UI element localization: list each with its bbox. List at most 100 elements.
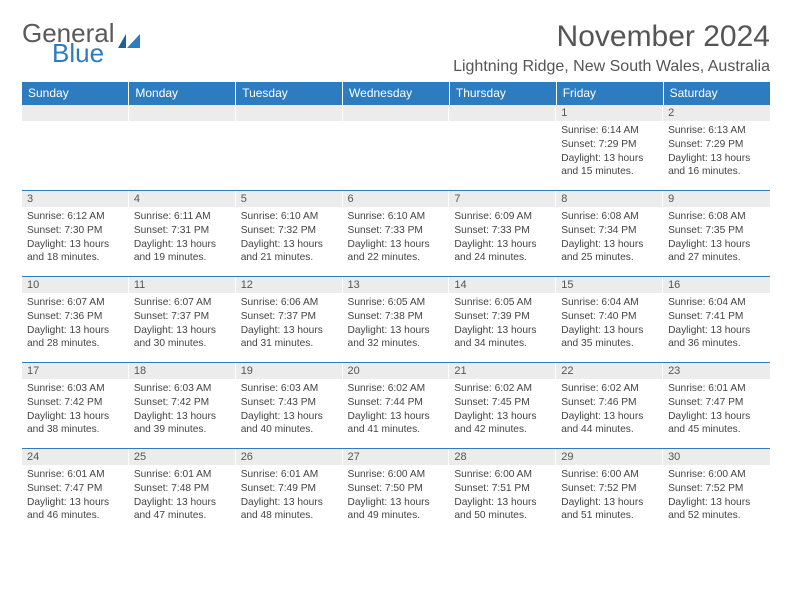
sunset-text: Sunset: 7:46 PM bbox=[561, 396, 658, 410]
sunrise-text: Sunrise: 6:09 AM bbox=[454, 210, 551, 224]
daylight-text: Daylight: 13 hours and 16 minutes. bbox=[668, 152, 765, 180]
sunrise-text: Sunrise: 6:04 AM bbox=[561, 296, 658, 310]
daylight-text: Daylight: 13 hours and 18 minutes. bbox=[27, 238, 124, 266]
daylight-text: Daylight: 13 hours and 52 minutes. bbox=[668, 496, 765, 524]
day-body bbox=[343, 121, 450, 181]
day-body bbox=[236, 121, 343, 181]
day-number bbox=[22, 105, 129, 121]
sunrise-text: Sunrise: 6:06 AM bbox=[241, 296, 338, 310]
sunset-text: Sunset: 7:45 PM bbox=[454, 396, 551, 410]
day-body: Sunrise: 6:04 AMSunset: 7:41 PMDaylight:… bbox=[663, 293, 770, 356]
daylight-text: Daylight: 13 hours and 30 minutes. bbox=[134, 324, 231, 352]
day-body: Sunrise: 6:10 AMSunset: 7:33 PMDaylight:… bbox=[343, 207, 450, 270]
day-body: Sunrise: 6:00 AMSunset: 7:52 PMDaylight:… bbox=[663, 465, 770, 528]
daylight-text: Daylight: 13 hours and 51 minutes. bbox=[561, 496, 658, 524]
sunrise-text: Sunrise: 6:10 AM bbox=[241, 210, 338, 224]
day-body: Sunrise: 6:11 AMSunset: 7:31 PMDaylight:… bbox=[129, 207, 236, 270]
sunrise-text: Sunrise: 6:00 AM bbox=[454, 468, 551, 482]
day-body: Sunrise: 6:14 AMSunset: 7:29 PMDaylight:… bbox=[556, 121, 663, 184]
day-number: 30 bbox=[663, 449, 770, 465]
sunset-text: Sunset: 7:35 PM bbox=[668, 224, 765, 238]
daylight-text: Daylight: 13 hours and 42 minutes. bbox=[454, 410, 551, 438]
daylight-text: Daylight: 13 hours and 15 minutes. bbox=[561, 152, 658, 180]
daylight-text: Daylight: 13 hours and 50 minutes. bbox=[454, 496, 551, 524]
day-number: 25 bbox=[129, 449, 236, 465]
sunrise-text: Sunrise: 6:12 AM bbox=[27, 210, 124, 224]
day-body: Sunrise: 6:02 AMSunset: 7:46 PMDaylight:… bbox=[556, 379, 663, 442]
day-number: 1 bbox=[556, 105, 663, 121]
location: Lightning Ridge, New South Wales, Austra… bbox=[453, 58, 770, 76]
sunrise-text: Sunrise: 6:08 AM bbox=[668, 210, 765, 224]
sunset-text: Sunset: 7:29 PM bbox=[668, 138, 765, 152]
day-number bbox=[236, 105, 343, 121]
day-number: 5 bbox=[236, 191, 343, 207]
day-number: 24 bbox=[22, 449, 129, 465]
calendar-cell bbox=[236, 105, 343, 191]
daylight-text: Daylight: 13 hours and 48 minutes. bbox=[241, 496, 338, 524]
sunrise-text: Sunrise: 6:02 AM bbox=[348, 382, 445, 396]
sunset-text: Sunset: 7:40 PM bbox=[561, 310, 658, 324]
day-body: Sunrise: 6:05 AMSunset: 7:39 PMDaylight:… bbox=[449, 293, 556, 356]
sunrise-text: Sunrise: 6:04 AM bbox=[668, 296, 765, 310]
sunset-text: Sunset: 7:49 PM bbox=[241, 482, 338, 496]
daylight-text: Daylight: 13 hours and 24 minutes. bbox=[454, 238, 551, 266]
sunrise-text: Sunrise: 6:10 AM bbox=[348, 210, 445, 224]
sunrise-text: Sunrise: 6:03 AM bbox=[134, 382, 231, 396]
day-body: Sunrise: 6:08 AMSunset: 7:35 PMDaylight:… bbox=[663, 207, 770, 270]
title-block: November 2024 Lightning Ridge, New South… bbox=[453, 20, 770, 76]
calendar-cell: 27Sunrise: 6:00 AMSunset: 7:50 PMDayligh… bbox=[343, 449, 450, 535]
sunset-text: Sunset: 7:37 PM bbox=[241, 310, 338, 324]
day-body: Sunrise: 6:03 AMSunset: 7:43 PMDaylight:… bbox=[236, 379, 343, 442]
day-body: Sunrise: 6:01 AMSunset: 7:47 PMDaylight:… bbox=[22, 465, 129, 528]
day-body: Sunrise: 6:07 AMSunset: 7:37 PMDaylight:… bbox=[129, 293, 236, 356]
sunrise-text: Sunrise: 6:03 AM bbox=[241, 382, 338, 396]
header: General Blue November 2024 Lightning Rid… bbox=[22, 20, 770, 76]
sunset-text: Sunset: 7:31 PM bbox=[134, 224, 231, 238]
calendar-cell: 14Sunrise: 6:05 AMSunset: 7:39 PMDayligh… bbox=[449, 277, 556, 363]
day-body: Sunrise: 6:09 AMSunset: 7:33 PMDaylight:… bbox=[449, 207, 556, 270]
calendar-cell bbox=[449, 105, 556, 191]
calendar-cell: 12Sunrise: 6:06 AMSunset: 7:37 PMDayligh… bbox=[236, 277, 343, 363]
sunrise-text: Sunrise: 6:08 AM bbox=[561, 210, 658, 224]
calendar-cell: 24Sunrise: 6:01 AMSunset: 7:47 PMDayligh… bbox=[22, 449, 129, 535]
day-number: 19 bbox=[236, 363, 343, 379]
day-body bbox=[129, 121, 236, 181]
sunset-text: Sunset: 7:52 PM bbox=[668, 482, 765, 496]
day-number: 6 bbox=[343, 191, 450, 207]
day-body: Sunrise: 6:00 AMSunset: 7:51 PMDaylight:… bbox=[449, 465, 556, 528]
day-number: 29 bbox=[556, 449, 663, 465]
daylight-text: Daylight: 13 hours and 32 minutes. bbox=[348, 324, 445, 352]
day-header: Wednesday bbox=[343, 82, 450, 105]
daylight-text: Daylight: 13 hours and 25 minutes. bbox=[561, 238, 658, 266]
day-number: 26 bbox=[236, 449, 343, 465]
flag-icon bbox=[118, 26, 140, 40]
logo: General Blue bbox=[22, 20, 140, 65]
day-header: Monday bbox=[129, 82, 236, 105]
calendar-cell: 8Sunrise: 6:08 AMSunset: 7:34 PMDaylight… bbox=[556, 191, 663, 277]
sunset-text: Sunset: 7:36 PM bbox=[27, 310, 124, 324]
calendar-cell bbox=[22, 105, 129, 191]
day-number: 13 bbox=[343, 277, 450, 293]
calendar-cell: 4Sunrise: 6:11 AMSunset: 7:31 PMDaylight… bbox=[129, 191, 236, 277]
day-body bbox=[22, 121, 129, 181]
day-body: Sunrise: 6:00 AMSunset: 7:52 PMDaylight:… bbox=[556, 465, 663, 528]
calendar-cell: 15Sunrise: 6:04 AMSunset: 7:40 PMDayligh… bbox=[556, 277, 663, 363]
calendar-cell: 10Sunrise: 6:07 AMSunset: 7:36 PMDayligh… bbox=[22, 277, 129, 363]
calendar-cell: 18Sunrise: 6:03 AMSunset: 7:42 PMDayligh… bbox=[129, 363, 236, 449]
calendar-cell: 26Sunrise: 6:01 AMSunset: 7:49 PMDayligh… bbox=[236, 449, 343, 535]
sunrise-text: Sunrise: 6:05 AM bbox=[454, 296, 551, 310]
calendar-row: 24Sunrise: 6:01 AMSunset: 7:47 PMDayligh… bbox=[22, 449, 770, 535]
day-header: Sunday bbox=[22, 82, 129, 105]
sunrise-text: Sunrise: 6:01 AM bbox=[668, 382, 765, 396]
day-number: 8 bbox=[556, 191, 663, 207]
calendar-cell: 21Sunrise: 6:02 AMSunset: 7:45 PMDayligh… bbox=[449, 363, 556, 449]
day-body: Sunrise: 6:02 AMSunset: 7:45 PMDaylight:… bbox=[449, 379, 556, 442]
calendar-cell: 11Sunrise: 6:07 AMSunset: 7:37 PMDayligh… bbox=[129, 277, 236, 363]
daylight-text: Daylight: 13 hours and 27 minutes. bbox=[668, 238, 765, 266]
day-body: Sunrise: 6:05 AMSunset: 7:38 PMDaylight:… bbox=[343, 293, 450, 356]
day-header: Saturday bbox=[663, 82, 770, 105]
day-number: 9 bbox=[663, 191, 770, 207]
day-number: 3 bbox=[22, 191, 129, 207]
day-number: 17 bbox=[22, 363, 129, 379]
day-number: 28 bbox=[449, 449, 556, 465]
